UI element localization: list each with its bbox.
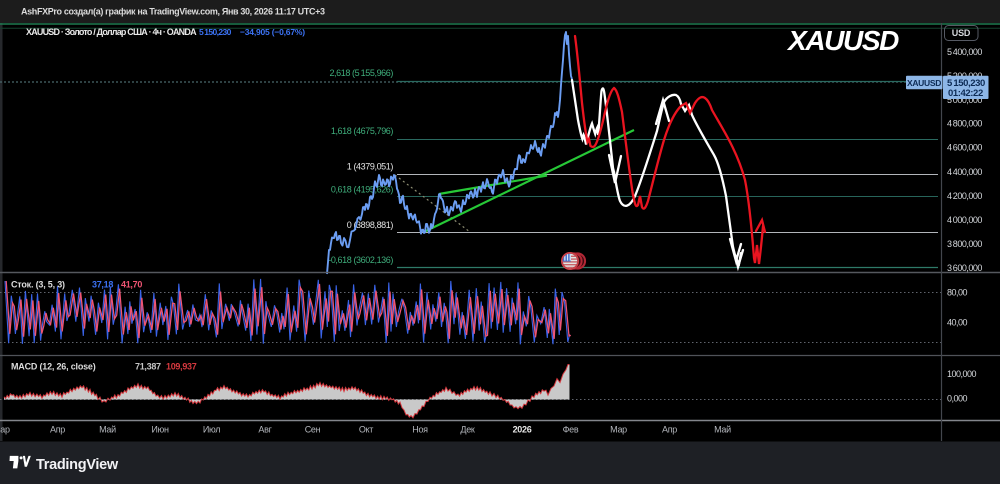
svg-text:Июл: Июл: [203, 425, 220, 435]
svg-text:AshFXPro создал(а) график на T: AshFXPro создал(а) график на TradingView…: [21, 7, 325, 17]
svg-text:5 400,000: 5 400,000: [947, 47, 982, 57]
svg-text:Апр: Апр: [50, 425, 65, 435]
svg-text:Май: Май: [99, 425, 116, 435]
svg-text:Авг: Авг: [258, 425, 272, 435]
svg-text:MACD (12, 26, close): MACD (12, 26, close): [11, 362, 96, 372]
svg-text:80,00: 80,00: [947, 287, 968, 297]
svg-text:4 400,000: 4 400,000: [947, 167, 982, 177]
svg-text:5 150,230: 5 150,230: [947, 78, 985, 89]
svg-text:5 000,000: 5 000,000: [947, 95, 982, 105]
svg-text:Дек: Дек: [460, 425, 475, 435]
svg-text:Июн: Июн: [151, 425, 169, 435]
svg-text:4 600,000: 4 600,000: [947, 143, 982, 153]
svg-text:Май: Май: [714, 425, 731, 435]
svg-text:XAUUSD · Золото / Доллар США ·: XAUUSD · Золото / Доллар США · 4ч · OAND…: [26, 27, 197, 37]
svg-text:TradingView: TradingView: [36, 457, 119, 473]
svg-text:100,000: 100,000: [947, 369, 977, 379]
svg-text:USD: USD: [952, 28, 971, 38]
svg-text:2026: 2026: [513, 425, 532, 435]
svg-text:1,618 (4675,796): 1,618 (4675,796): [331, 126, 394, 136]
svg-text:3 600,000: 3 600,000: [947, 263, 982, 273]
svg-text:Фев: Фев: [563, 425, 579, 435]
svg-text:XAUUSD: XAUUSD: [907, 78, 941, 88]
svg-text:01:42:22: 01:42:22: [948, 88, 983, 99]
svg-text:−34,905 (−0,67%): −34,905 (−0,67%): [240, 27, 305, 37]
svg-text:1 (4379,051): 1 (4379,051): [347, 162, 394, 172]
svg-text:4 800,000: 4 800,000: [947, 119, 982, 129]
svg-text:40,00: 40,00: [947, 317, 968, 327]
svg-text:Сен: Сен: [305, 425, 321, 435]
svg-text:109,937: 109,937: [166, 362, 197, 372]
svg-text:Сток. (3, 5, 3): Сток. (3, 5, 3): [11, 280, 65, 290]
svg-text:3 800,000: 3 800,000: [947, 239, 982, 249]
svg-text:4 000,000: 4 000,000: [947, 215, 982, 225]
svg-text:ар: ар: [0, 425, 10, 435]
svg-text:-0,618 (3602,136): -0,618 (3602,136): [328, 255, 393, 265]
svg-text:Мар: Мар: [610, 425, 627, 435]
svg-text:Апр: Апр: [662, 425, 677, 435]
svg-text:41,70: 41,70: [121, 280, 142, 290]
svg-text:71,387: 71,387: [135, 362, 161, 372]
svg-text:2,618 (5 155,966): 2,618 (5 155,966): [329, 68, 393, 78]
svg-text:XAUUSD: XAUUSD: [786, 25, 899, 56]
svg-text:Окт: Окт: [359, 425, 373, 435]
svg-text:37,18: 37,18: [92, 280, 113, 290]
svg-text:5 150,230: 5 150,230: [199, 27, 232, 37]
svg-text:0,000: 0,000: [947, 393, 968, 403]
svg-text:4 200,000: 4 200,000: [947, 191, 982, 201]
svg-text:0 (3898,881): 0 (3898,881): [347, 220, 394, 230]
svg-text:Ноя: Ноя: [412, 425, 428, 435]
svg-text:0,618 (4195,626): 0,618 (4195,626): [331, 185, 394, 195]
